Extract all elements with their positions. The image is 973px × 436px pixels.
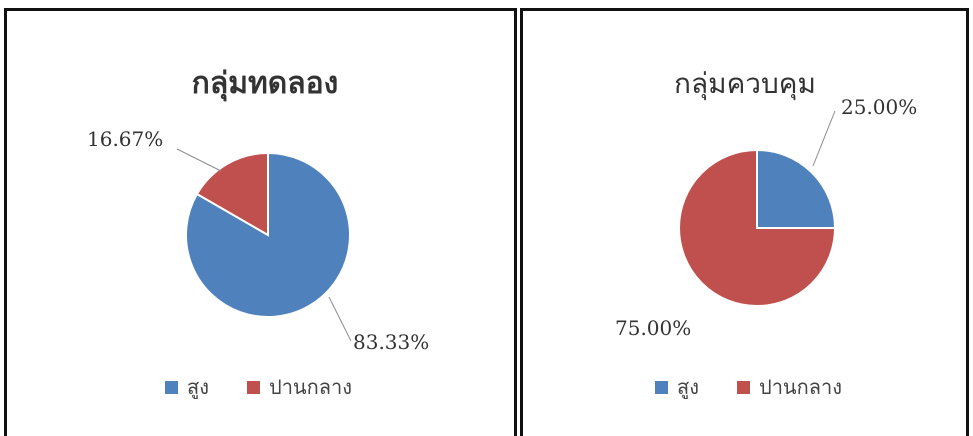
chart-panel-experimental: กลุ่มทดลอง 16.67% 83.33% สูง ปานกลาง [4, 8, 517, 436]
pie-chart-control: กลุ่มควบคุม 25.00% 75.00% สูง ปานกลาง [615, 67, 917, 400]
pie-slices [678, 148, 837, 307]
leader-lines [176, 148, 352, 342]
legend-label-medium: ปานกลาง [269, 375, 352, 399]
chart-title: กลุ่มควบคุม [674, 67, 816, 101]
legend-swatch-high [655, 381, 668, 394]
data-label-high: 83.33% [353, 330, 429, 354]
pie-slices [185, 151, 351, 318]
chart-panel-control: กลุ่มควบคุม 25.00% 75.00% สูง ปานกลาง [520, 8, 969, 436]
legend-label-high: สูง [677, 375, 699, 400]
pie-slice-medium [678, 148, 837, 307]
leader-line-high [328, 296, 352, 342]
legend-swatch-medium [247, 381, 260, 394]
legend-swatch-medium [737, 381, 750, 394]
pie-chart-experimental: กลุ่มทดลอง 16.67% 83.33% สูง ปานกลาง [87, 66, 429, 400]
data-label-high: 25.00% [841, 95, 917, 119]
legend-label-high: สูง [187, 375, 209, 400]
legend-swatch-high [165, 381, 178, 394]
data-label-medium: 16.67% [87, 127, 163, 151]
pie-slice-medium [195, 151, 269, 237]
leader-line-high [812, 110, 836, 167]
chart-title: กลุ่มทดลอง [192, 66, 339, 102]
pie-slice-high [756, 148, 837, 229]
leader-lines [812, 110, 836, 167]
legend-label-medium: ปานกลาง [759, 375, 842, 399]
data-label-medium: 75.00% [615, 316, 691, 340]
leader-line-medium [176, 148, 222, 172]
